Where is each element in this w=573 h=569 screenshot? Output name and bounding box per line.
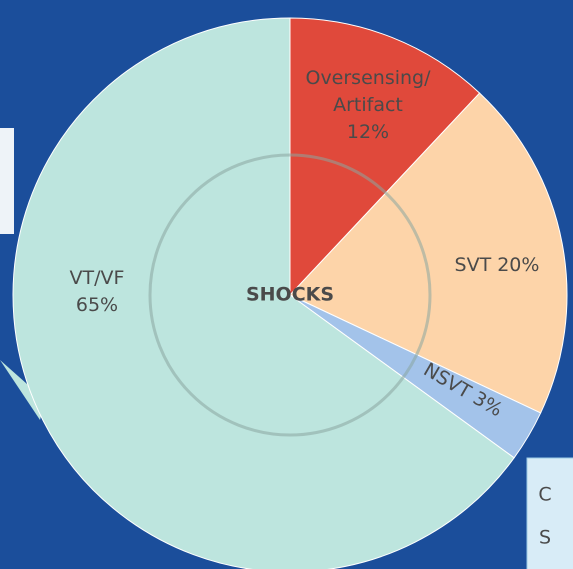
- value-label: 20%: [497, 254, 539, 276]
- pie-slice: [289, 17, 481, 297]
- category-label: VT/VF: [70, 267, 125, 289]
- category-label: SVT: [455, 254, 492, 276]
- slice-label: Oversensing/Artifact 12%: [305, 67, 431, 143]
- pie-slice: [12, 17, 515, 569]
- pie: [12, 17, 568, 569]
- inner-ring: [148, 153, 432, 437]
- category-label: Artifact: [333, 94, 403, 116]
- annotation: C: [538, 484, 551, 506]
- category-label: Oversensing/: [305, 67, 431, 89]
- value-label: 12%: [347, 121, 389, 143]
- annotation: S: [539, 527, 551, 549]
- slice-label: SVT 20%: [455, 254, 540, 276]
- left-pointer: [0, 360, 45, 420]
- pie-slice: [289, 92, 568, 414]
- left-panel: [0, 128, 14, 234]
- value-label: 65%: [76, 294, 118, 316]
- center-label: SHOCKS: [246, 284, 334, 306]
- callout-box: [526, 457, 573, 569]
- slice-label: VT/VF 65%: [70, 267, 125, 316]
